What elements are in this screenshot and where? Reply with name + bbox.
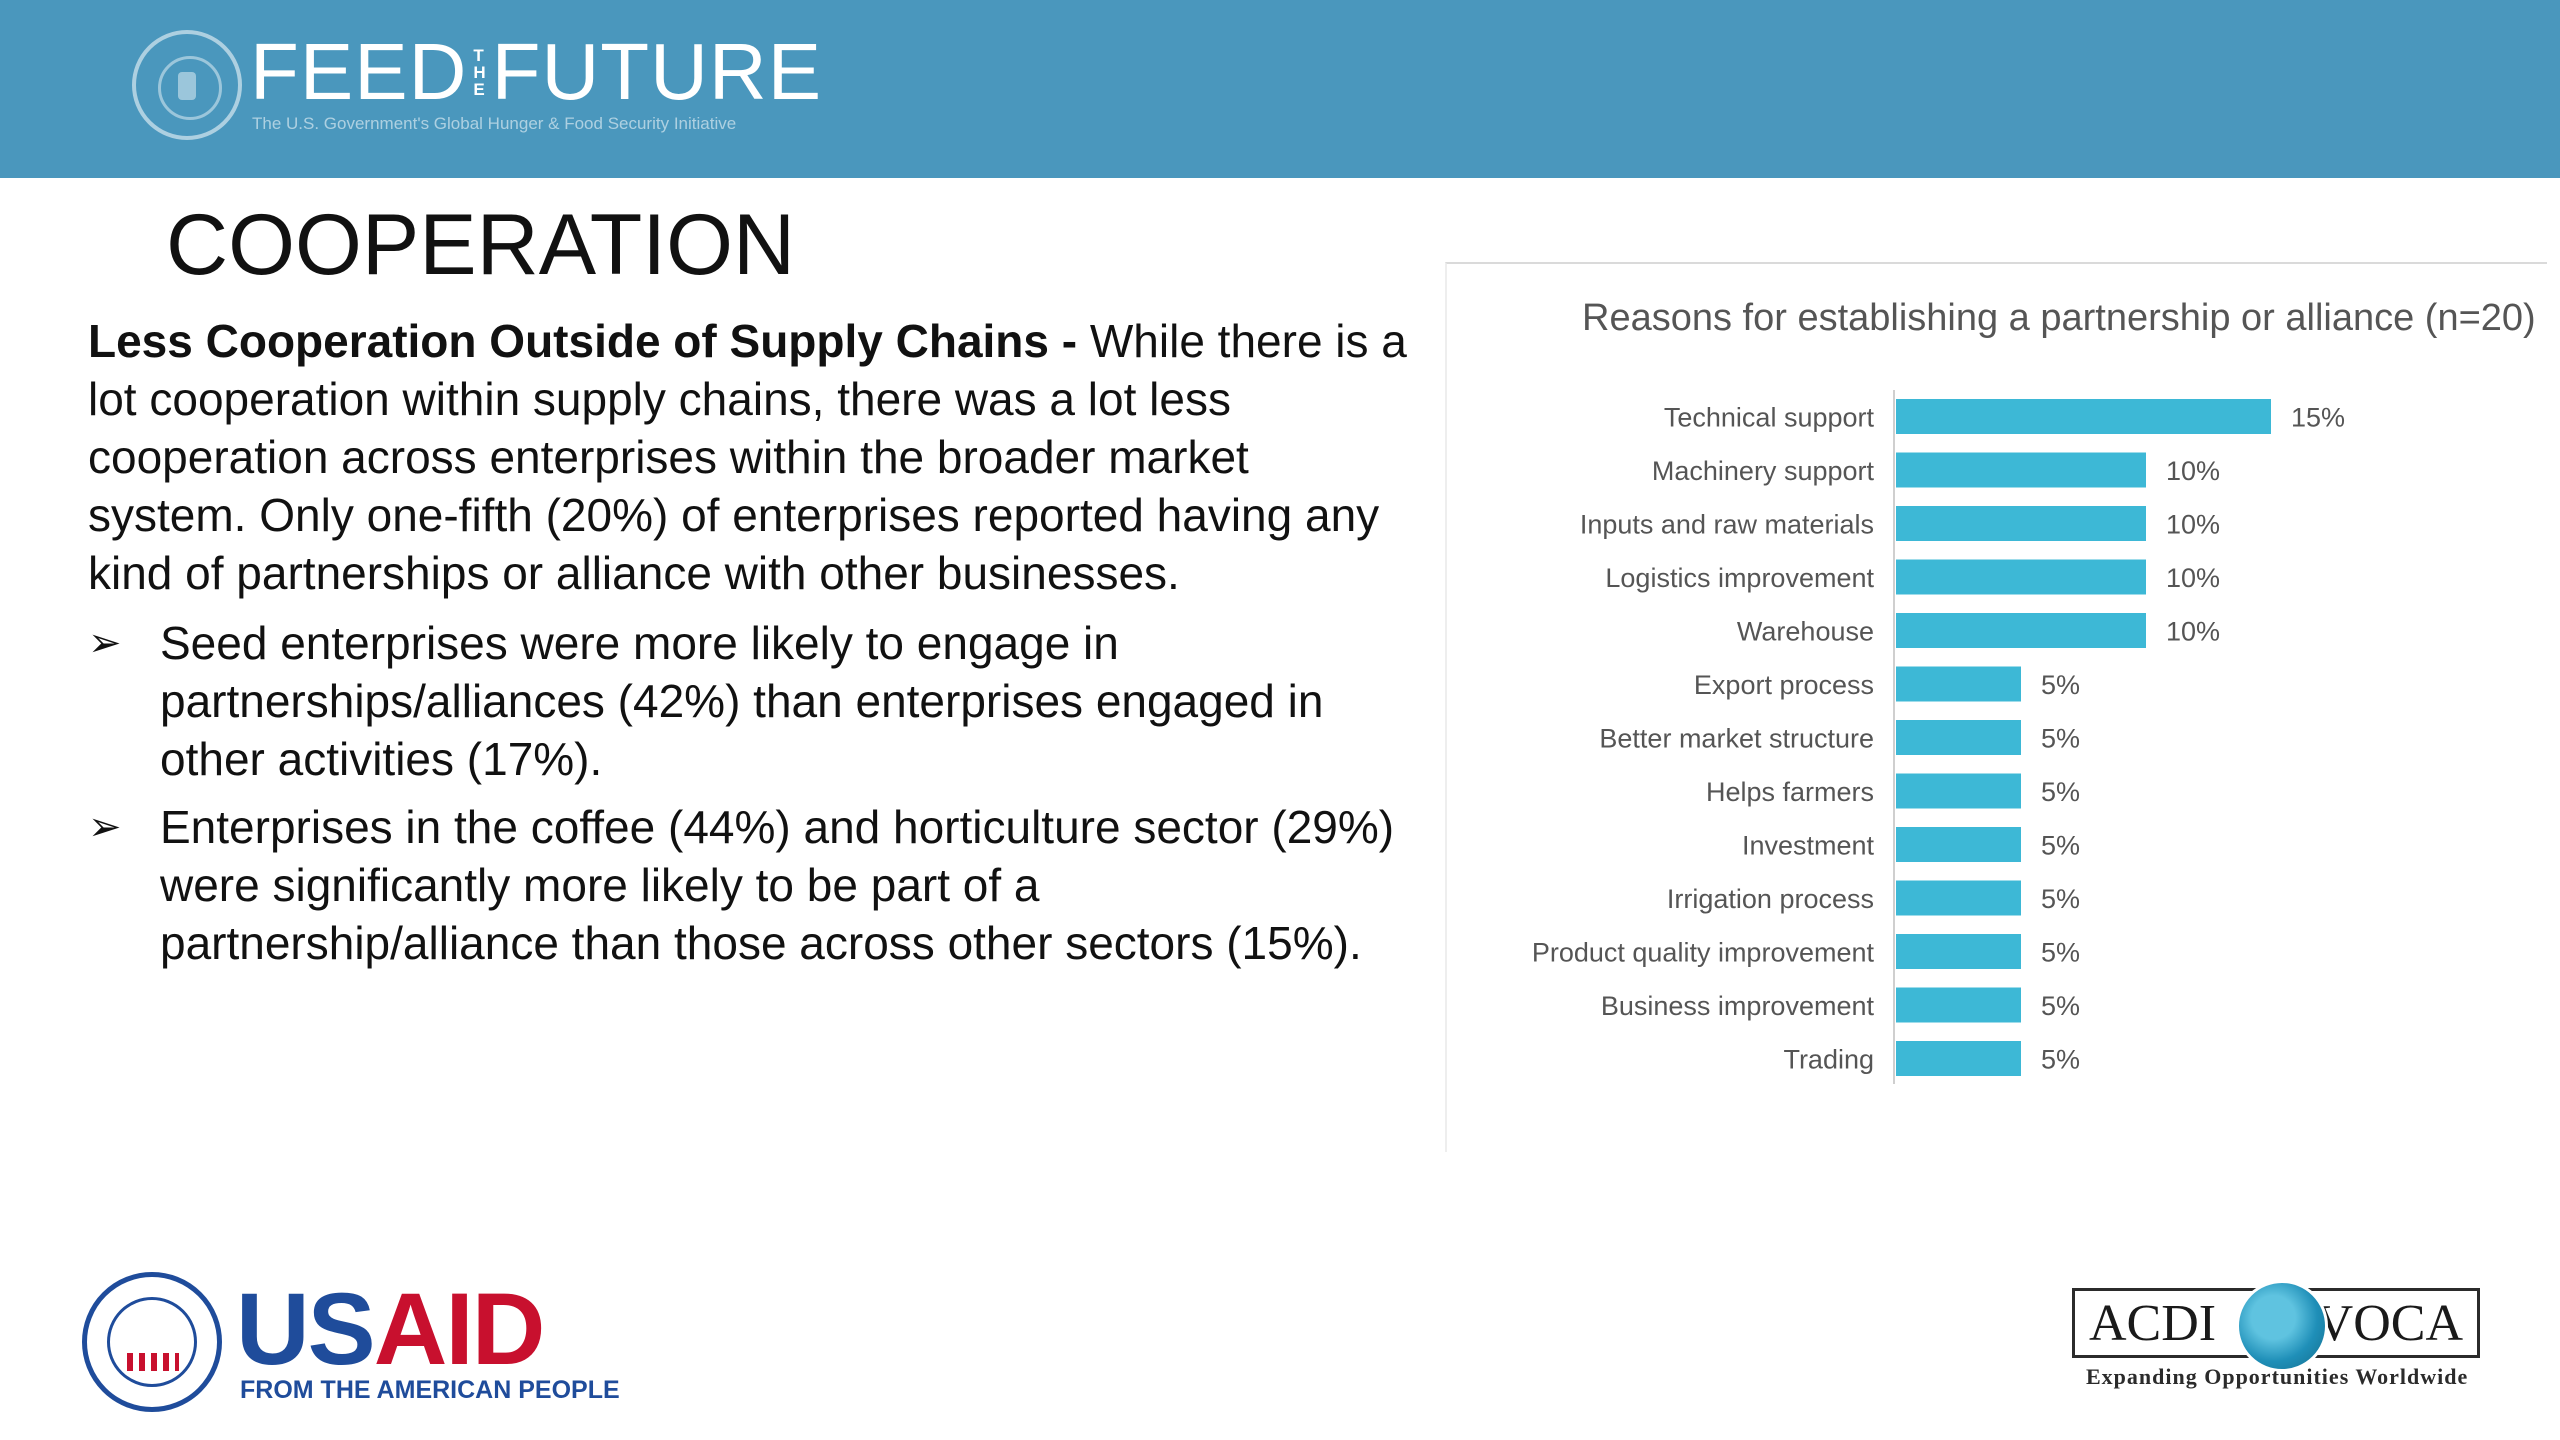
lead-paragraph: Less Cooperation Outside of Supply Chain… xyxy=(88,312,1408,602)
chart-value-label: 10% xyxy=(2166,617,2220,647)
brand-tagline: The U.S. Government's Global Hunger & Fo… xyxy=(252,114,737,133)
chart-bar xyxy=(1896,720,2021,755)
chart-value-label: 15% xyxy=(2291,403,2345,433)
chart-bar xyxy=(1896,452,2146,488)
chart-value-label: 5% xyxy=(2041,884,2080,914)
arrow-bullet-icon: ➢ xyxy=(88,621,122,665)
bullet-text: Enterprises in the coffee (44%) and hort… xyxy=(160,801,1395,969)
chart-category-label: Trading xyxy=(1783,1045,1874,1075)
chart-category-label: Better market structure xyxy=(1599,724,1874,754)
chart-value-label: 5% xyxy=(2041,724,2080,754)
brand-future: FUTURE xyxy=(491,27,823,116)
chart-category-label: Business improvement xyxy=(1601,991,1875,1021)
chart-value-label: 10% xyxy=(2166,456,2220,486)
lead-heading: Less Cooperation Outside of Supply Chain… xyxy=(88,315,1090,367)
acdi-word: ACDI xyxy=(2089,1294,2217,1352)
chart-value-label: 5% xyxy=(2041,938,2080,968)
lead-body: While there is a lot cooperation within … xyxy=(88,315,1407,599)
bullet-item: ➢ Seed enterprises were more likely to e… xyxy=(88,614,1408,788)
usaid-tagline: FROM THE AMERICAN PEOPLE xyxy=(240,1376,620,1404)
bar-chart: Reasons for establishing a partnership o… xyxy=(1532,297,2536,1084)
slide-title: COOPERATION xyxy=(166,197,796,293)
chart-value-label: 5% xyxy=(2041,670,2080,700)
arrow-bullet-icon: ➢ xyxy=(88,805,122,849)
chart-bars-group: Technical support 15% Machinery support 10%… xyxy=(1532,399,2345,1076)
chart-category-label: Irrigation process xyxy=(1667,884,1874,914)
chart-value-label: 10% xyxy=(2166,563,2220,593)
chart-category-label: Helps farmers xyxy=(1706,777,1874,807)
chart-value-label: 5% xyxy=(2041,1045,2080,1075)
chart-category-label: Logistics improvement xyxy=(1605,563,1874,593)
chart-category-label: Inputs and raw materials xyxy=(1580,510,1874,540)
voca-word: VOCA xyxy=(2315,1294,2463,1352)
chart-bar xyxy=(1896,559,2146,595)
chart-category-label: Machinery support xyxy=(1652,456,1875,486)
chart-bar xyxy=(1896,666,2021,702)
chart-bar xyxy=(1896,613,2146,648)
chart-bar xyxy=(1896,880,2021,916)
globe-icon xyxy=(2236,1280,2328,1372)
bullet-list: ➢ Seed enterprises were more likely to e… xyxy=(88,614,1408,982)
chart-category-label: Technical support xyxy=(1664,403,1875,433)
usaid-seal-icon xyxy=(82,1272,222,1412)
acdi-voca-tagline: Expanding Opportunities Worldwide xyxy=(2086,1364,2469,1389)
chart-bar xyxy=(1896,987,2021,1023)
chart-title: Reasons for establishing a partnership o… xyxy=(1582,297,2536,339)
chart-bar xyxy=(1896,827,2021,862)
brand-the: T H E xyxy=(473,45,486,99)
chart-value-label: 5% xyxy=(2041,777,2080,807)
bullet-item: ➢ Enterprises in the coffee (44%) and ho… xyxy=(88,798,1408,972)
feed-the-future-logo: FEED T H E FUTURE xyxy=(250,32,822,112)
chart-bar xyxy=(1896,506,2146,541)
usg-seal-icon xyxy=(132,30,242,140)
chart-panel: Reasons for establishing a partnership o… xyxy=(1445,262,2547,1152)
brand-feed: FEED xyxy=(250,27,468,116)
chart-value-label: 10% xyxy=(2166,510,2220,540)
chart-bar xyxy=(1896,773,2021,809)
chart-category-label: Product quality improvement xyxy=(1532,938,1875,968)
chart-category-label: Export process xyxy=(1694,670,1874,700)
usaid-logo: USAID xyxy=(236,1272,545,1386)
chart-category-label: Warehouse xyxy=(1737,617,1874,647)
chart-bar xyxy=(1896,1041,2021,1076)
chart-value-label: 5% xyxy=(2041,991,2080,1021)
chart-bar xyxy=(1896,934,2021,969)
header-banner: FEED T H E FUTURE The U.S. Government's … xyxy=(0,0,2560,178)
chart-category-label: Investment xyxy=(1742,831,1875,861)
bullet-text: Seed enterprises were more likely to eng… xyxy=(160,617,1324,785)
chart-value-label: 5% xyxy=(2041,831,2080,861)
chart-bar xyxy=(1896,399,2271,434)
